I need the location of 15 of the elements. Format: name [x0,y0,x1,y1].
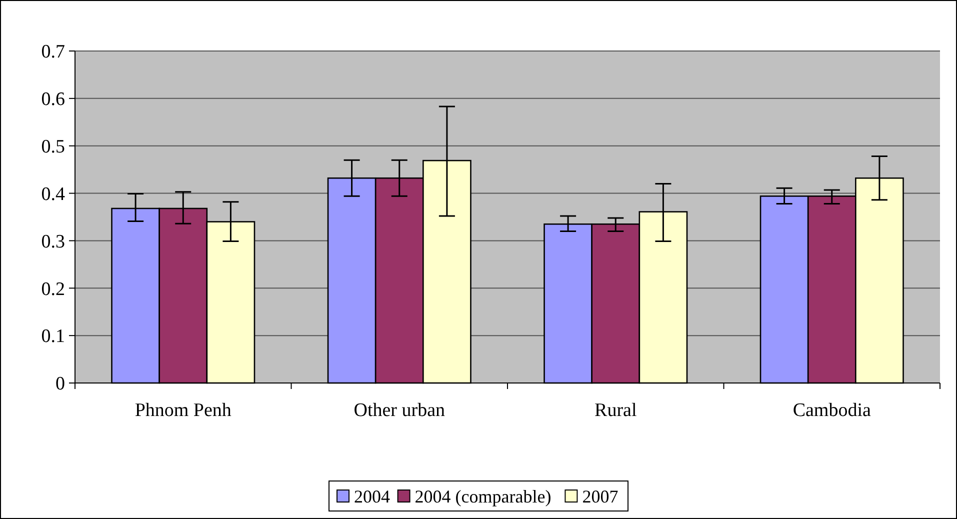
y-tick-label: 0.1 [41,326,65,348]
y-tick-label: 0 [56,374,65,395]
y-tick-label: 0.4 [41,184,66,205]
x-tick-label: Phnom Penh [134,400,232,421]
x-tick-label: Cambodia [792,400,872,421]
y-tick-label: 0.5 [41,136,65,158]
legend-label: 2004 [354,486,390,506]
x-tick-label: Other urban [354,400,446,421]
y-tick-label: 0.3 [41,231,65,252]
y-tick-label: 0.2 [41,278,65,300]
x-tick-label: Rural [594,400,637,421]
legend-label: 2007 [582,486,618,506]
y-tick-label: 0.7 [41,42,65,63]
legend-label: 2004 (comparable) [414,486,552,506]
y-tick-label: 0.6 [41,89,65,110]
